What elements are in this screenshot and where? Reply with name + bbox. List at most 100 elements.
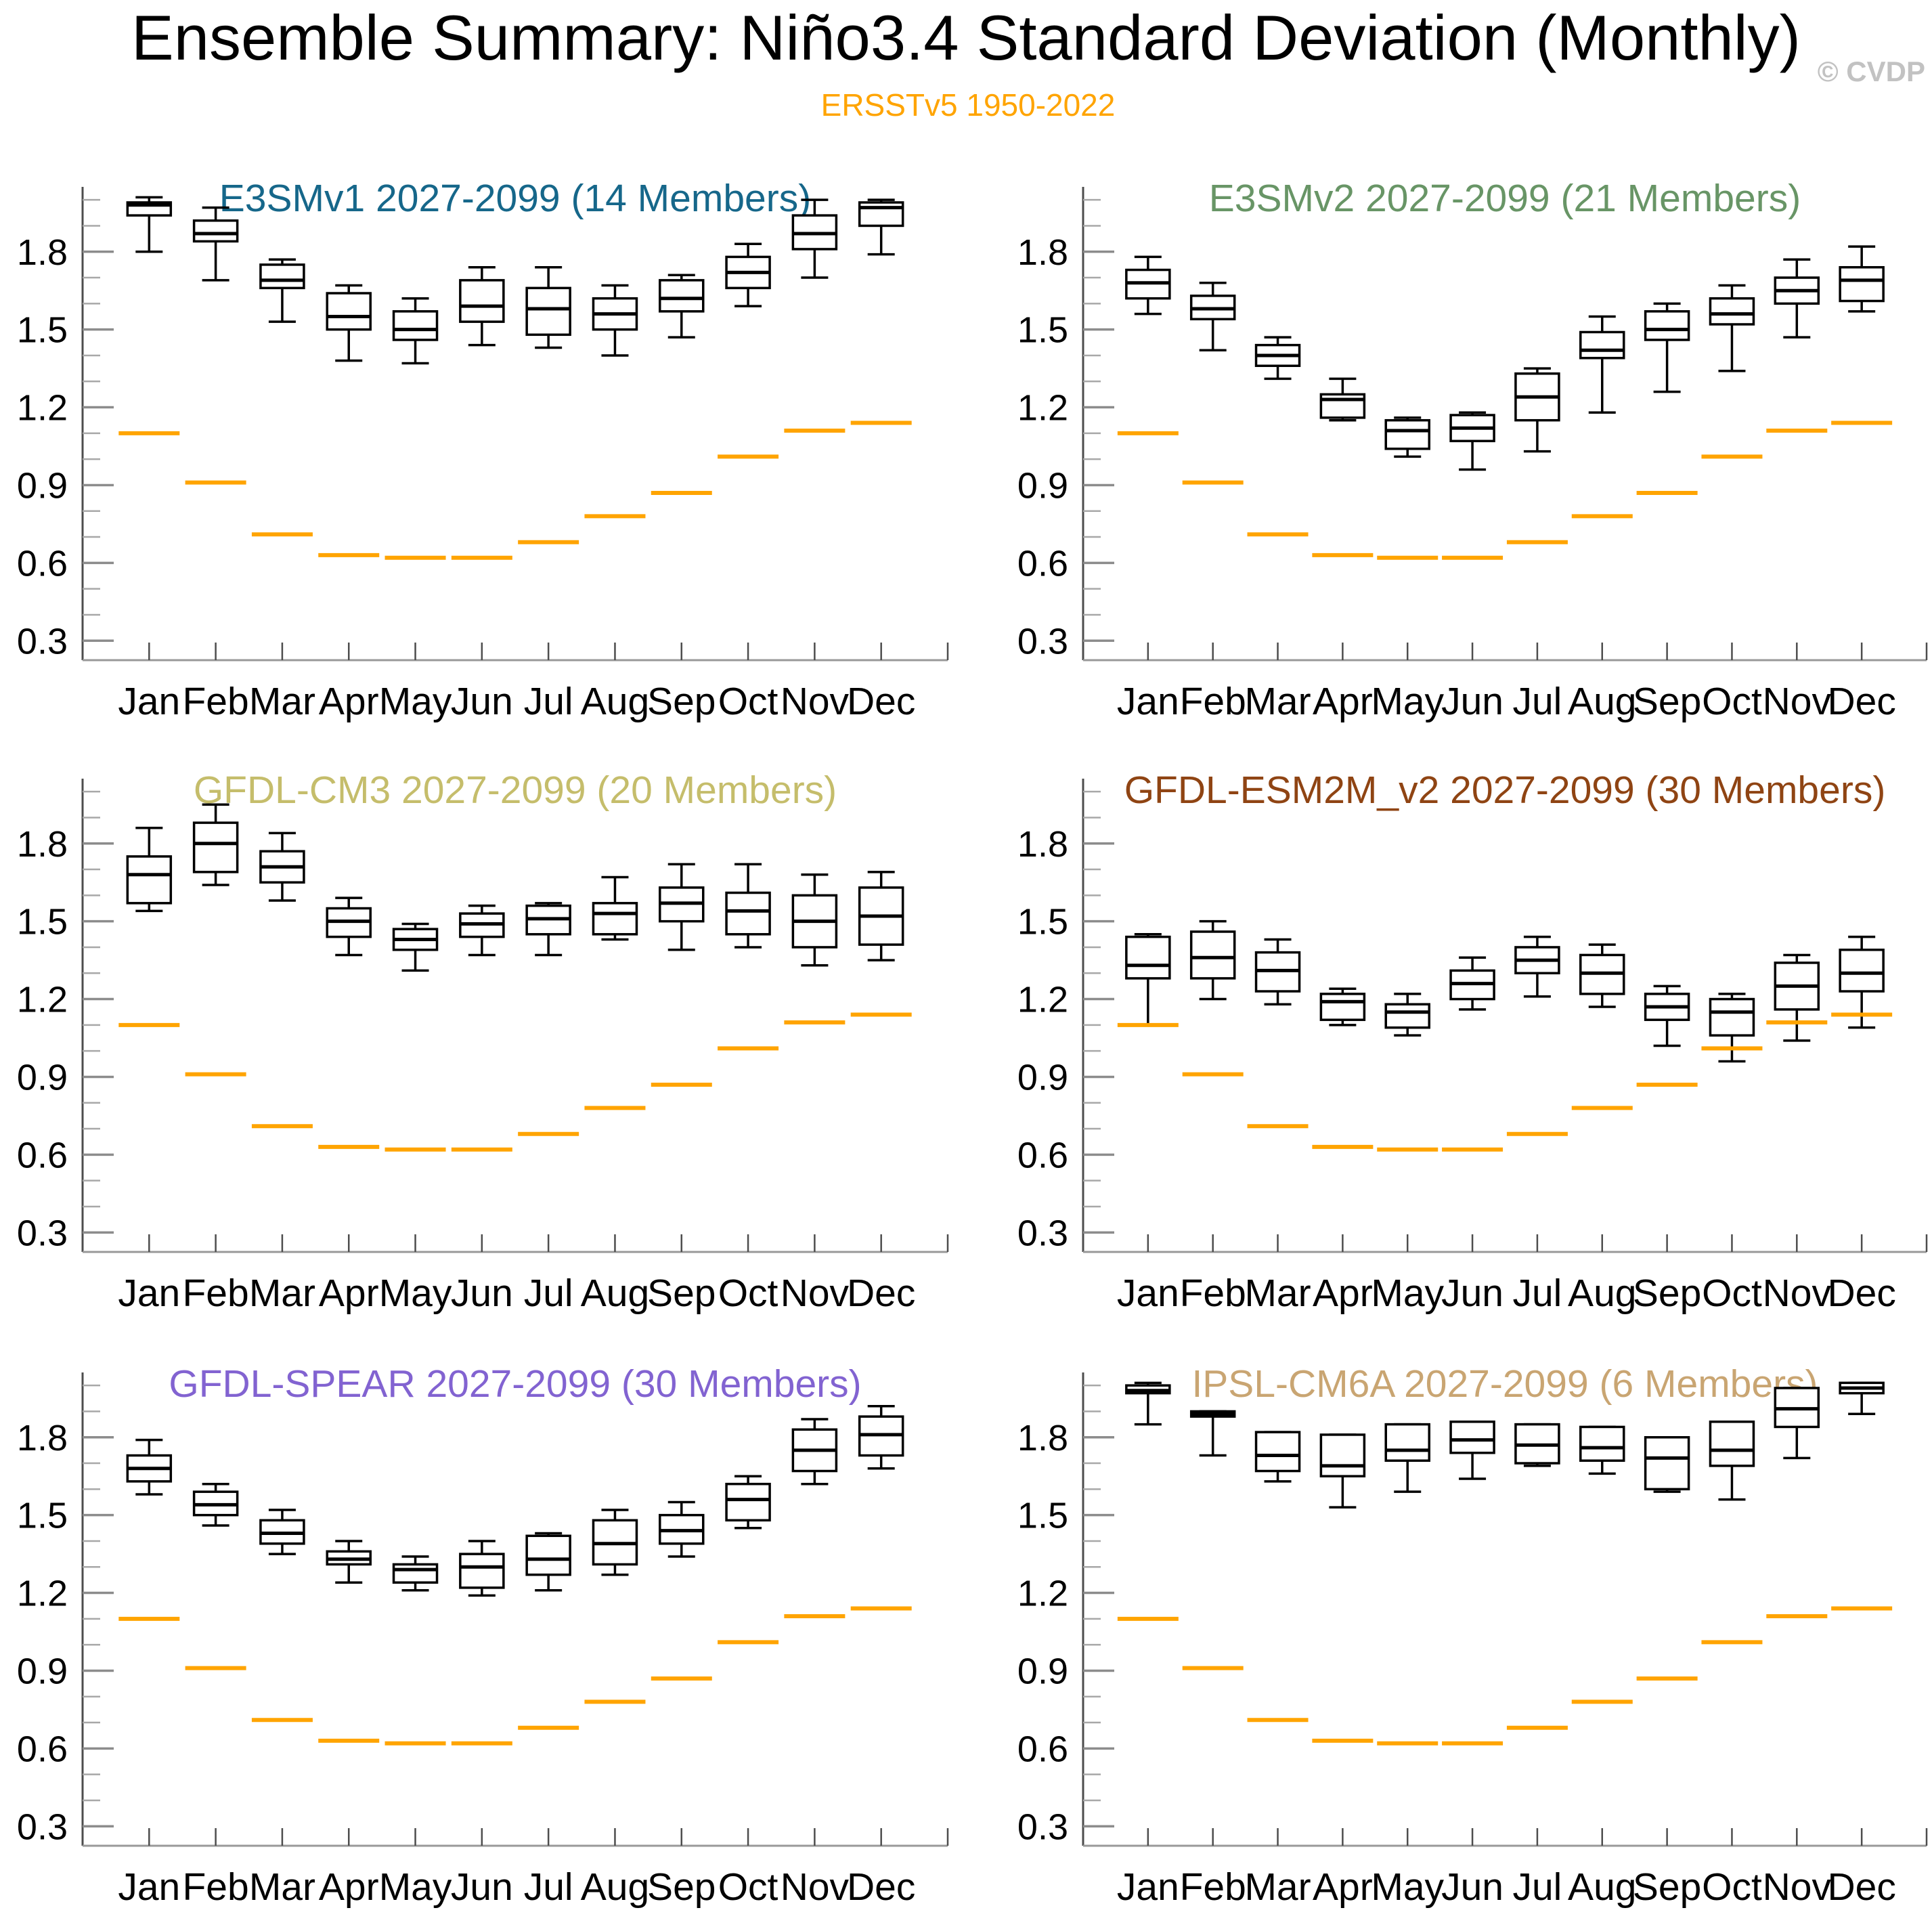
x-tick-label: Feb [1180,1865,1246,1909]
box-sep [1644,1436,1690,1493]
box-nov [791,1418,838,1486]
iqr-box [1644,310,1690,341]
box-jan [126,827,173,913]
y-tick-label: 1.2 [1017,1574,1068,1614]
x-tick-label: Feb [182,1865,248,1909]
subtitle: ERSSTv5 1950-2022 [820,87,1116,123]
x-tick-label: Apr [1313,1865,1373,1909]
y-tick-label: 0.9 [1017,1057,1068,1098]
box-aug [592,875,638,941]
box-apr [326,1540,372,1584]
x-tick-label: Jun [1441,1272,1503,1315]
box-feb [1189,1410,1236,1457]
y-tick-label: 1.2 [17,980,68,1020]
x-tick-label: Aug [581,1272,649,1315]
y-tick-label: 1.5 [17,310,68,351]
y-tick-label: 1.8 [1017,232,1068,273]
y-tick-label: 1.2 [17,1574,68,1614]
box-apr [326,896,372,957]
iqr-box [1579,1425,1625,1462]
box-dec [858,871,904,961]
box-jul [525,265,571,349]
x-tick-label: Apr [319,680,379,723]
x-tick-label: Aug [581,1865,649,1909]
y-tick-label: 1.2 [1017,980,1068,1020]
x-tick-label: Dec [847,1865,915,1909]
x-tick-label: Apr [1313,1272,1373,1315]
iqr-box [1384,418,1430,450]
iqr-box [1384,1003,1430,1029]
x-tick-label: Sep [1633,1272,1701,1315]
x-tick-label: Jan [118,680,180,723]
box-aug [592,284,638,357]
x-tick-label: Nov [1763,1272,1832,1315]
y-tick-label: 1.8 [17,232,68,273]
box-oct [1709,1421,1755,1501]
iqr-box [392,310,439,341]
y-tick-label: 0.6 [17,1135,68,1175]
box-sep [1644,302,1690,393]
iqr-box [459,1553,505,1589]
panel-title: IPSL-CM6A 2027-2099 (6 Members) [1191,1362,1818,1406]
box-jul [1514,367,1560,453]
box-jul [1514,935,1560,998]
x-tick-label: Sep [647,1865,716,1909]
panel-title: GFDL-ESM2M_v2 2027-2099 (30 Members) [1124,768,1886,812]
y-tick-label: 1.5 [17,1496,68,1536]
box-jun [1449,1421,1495,1480]
box-feb [192,206,239,282]
x-tick-label: Nov [781,680,850,723]
x-tick-label: Mar [249,1865,315,1909]
x-tick-label: Mar [1244,680,1311,723]
box-mar [1254,336,1301,381]
y-tick-label: 0.3 [1017,1806,1068,1847]
box-may [1384,993,1430,1037]
iqr-box [192,219,239,243]
x-tick-label: Nov [781,1272,850,1315]
iqr-box [126,855,173,905]
panel-e3smv2: E3SMv2 2027-2099 (21 Members) 1.8 1.5 1.2 0.… [1017,177,1928,723]
iqr-box [259,263,305,290]
x-tick-label: May [379,1865,452,1909]
panel-title: GFDL-SPEAR 2027-2099 (30 Members) [169,1362,861,1406]
box-aug [1579,315,1625,414]
box-dec [1839,935,1885,1029]
iqr-box [1319,1433,1366,1477]
y-tick-label: 0.3 [17,1806,68,1847]
x-tick-label: Jul [524,680,573,723]
x-tick-label: May [1371,1865,1444,1909]
iqr-box [1839,949,1885,993]
x-tick-label: Mar [249,1272,315,1315]
x-tick-label: Nov [1763,1865,1832,1909]
box-oct [725,242,771,307]
y-tick-label: 1.8 [1017,824,1068,865]
box-sep [659,1500,705,1558]
y-tick-label: 0.3 [1017,1213,1068,1253]
y-tick-label: 0.3 [17,621,68,662]
x-tick-label: Feb [1180,1272,1246,1315]
panel-title: GFDL-CM3 2027-2099 (20 Members) [194,768,837,812]
x-tick-label: Jun [451,1272,513,1315]
box-apr [1319,377,1366,422]
y-tick-label: 1.5 [1017,310,1068,351]
panel-gfdl-spear: GFDL-SPEAR 2027-2099 (30 Members) 1.8 1.5 1… [17,1362,949,1909]
panel-title: E3SMv2 2027-2099 (21 Members) [1209,177,1801,220]
iqr-box [1839,265,1885,303]
box-oct [1709,993,1755,1063]
x-tick-label: Dec [847,1272,915,1315]
box-may [392,297,439,365]
box-nov [1774,1387,1820,1460]
box-mar [259,831,305,902]
y-tick-label: 0.6 [17,543,68,584]
box-feb [1189,281,1236,352]
box-mar [259,1509,305,1555]
iqr-box [392,1563,439,1584]
iqr-box [592,902,638,936]
x-tick-label: Jul [524,1272,573,1315]
y-tick-label: 1.8 [17,824,68,865]
iqr-box [326,292,372,331]
x-tick-label: Jan [1117,1272,1179,1315]
box-jun [1449,411,1495,471]
box-jun [1449,956,1495,1011]
box-aug [1579,943,1625,1008]
